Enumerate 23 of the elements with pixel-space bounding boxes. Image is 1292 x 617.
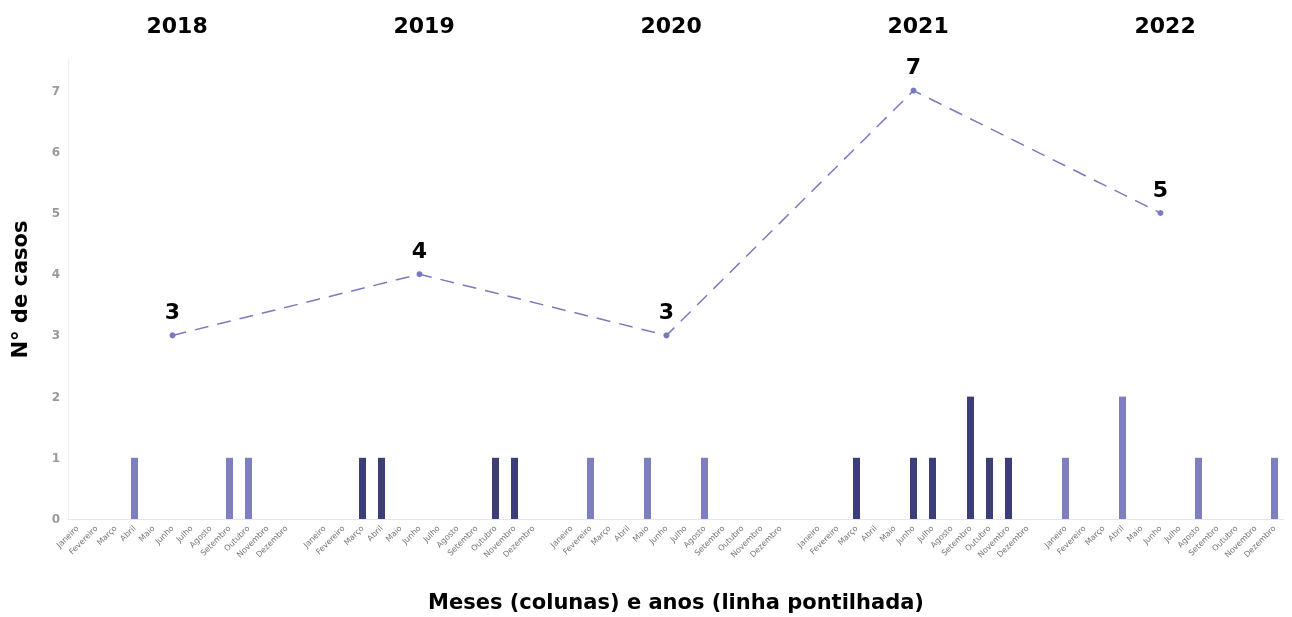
text: 2020 [640, 12, 702, 38]
y-axis-title: N° de casos [7, 220, 32, 359]
point [1157, 210, 1164, 216]
y-tick-label: 3 [51, 328, 60, 343]
y-tick-label: 7 [51, 83, 60, 98]
y-tick-label: 2 [51, 389, 60, 404]
y-tick-label: 4 [51, 267, 60, 282]
data-label: 3 [164, 298, 181, 324]
x-axis-title: Meses (colunas) e anos (linha pontilhada) [428, 589, 924, 614]
data-label: 4 [411, 237, 428, 263]
point [416, 271, 423, 278]
text: 2019 [393, 12, 455, 38]
y-tick-label: 5 [51, 206, 60, 220]
y-tick-label: 1 [51, 450, 60, 465]
y-tick-label: 0 [51, 512, 60, 526]
data-label: 7 [905, 54, 922, 80]
y-tick-label: 6 [51, 144, 60, 159]
data-label: 3 [658, 298, 675, 324]
point [910, 87, 917, 94]
text: 2021 [887, 12, 949, 38]
text: 2022 [1134, 12, 1196, 38]
data-label: 5 [1152, 176, 1169, 202]
text: 2018 [146, 12, 208, 38]
